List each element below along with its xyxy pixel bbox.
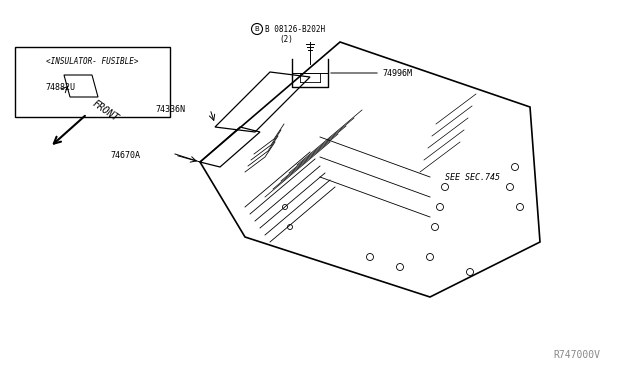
Text: B: B [255, 26, 259, 32]
Text: FRONT: FRONT [90, 99, 120, 124]
Text: B 08126-B202H: B 08126-B202H [265, 25, 325, 33]
Bar [15, 47, 170, 117]
Text: 74996M: 74996M [382, 68, 412, 77]
Text: (2): (2) [279, 35, 293, 44]
Text: 74336N: 74336N [155, 105, 185, 113]
Text: SEE SEC.745: SEE SEC.745 [445, 173, 500, 182]
Text: <INSULATOR- FUSIBLE>: <INSULATOR- FUSIBLE> [46, 57, 139, 65]
Text: 74882U: 74882U [45, 83, 75, 92]
Text: 74670A: 74670A [110, 151, 140, 160]
Text: R747000V: R747000V [553, 350, 600, 360]
